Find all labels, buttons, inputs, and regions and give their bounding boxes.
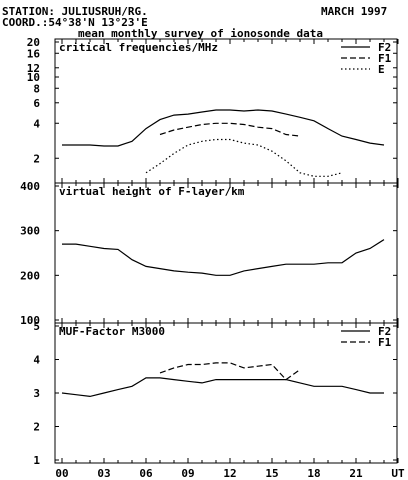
x-tick-label: 21 bbox=[349, 467, 363, 480]
x-tick-label: 09 bbox=[181, 467, 194, 480]
y-tick-label: 4 bbox=[33, 354, 40, 367]
y-tick-label: 16 bbox=[27, 47, 41, 60]
series-line-f2 bbox=[61, 377, 384, 398]
station-label: STATION: JULIUSRUH/RG. bbox=[2, 5, 148, 18]
series-line-f2 bbox=[62, 109, 385, 147]
date-label: MARCH 1997 bbox=[321, 5, 388, 18]
panel-title: critical frequencies/MHz bbox=[59, 41, 218, 54]
x-tick-label: 06 bbox=[139, 467, 153, 480]
panel-frame bbox=[54, 182, 398, 324]
y-tick-label: 2 bbox=[33, 421, 40, 434]
y-tick-label: 200 bbox=[20, 269, 40, 282]
legend-label: F1 bbox=[378, 336, 392, 349]
series-line-height bbox=[62, 239, 385, 276]
y-tick-label: 300 bbox=[20, 225, 40, 238]
survey-subtitle: mean monthly survey of ionosonde data bbox=[78, 27, 324, 40]
y-tick-label: 20 bbox=[27, 36, 40, 49]
y-tick-label: 2 bbox=[33, 152, 40, 165]
series-line-e bbox=[145, 138, 343, 177]
legend-label: F2 bbox=[378, 41, 391, 54]
series-line-f1 bbox=[159, 362, 301, 381]
y-tick-label: 12 bbox=[27, 62, 40, 75]
y-tick-label: 5 bbox=[33, 320, 40, 333]
y-tick-label: 1 bbox=[33, 454, 40, 467]
y-tick-label: 4 bbox=[33, 117, 40, 130]
x-tick-label: UT bbox=[391, 467, 405, 480]
series-line-f1 bbox=[159, 122, 301, 137]
panel-frame bbox=[54, 38, 398, 184]
x-tick-label: 00 bbox=[55, 467, 68, 480]
panel-title: virtual height of F-layer/km bbox=[59, 185, 245, 198]
x-tick-label: 15 bbox=[265, 467, 278, 480]
legend-label: F1 bbox=[378, 52, 392, 65]
legend-label: F2 bbox=[378, 325, 391, 338]
coordinates-label: COORD.:54°38'N 13°23'E bbox=[2, 16, 148, 29]
panel-title: MUF-Factor M3000 bbox=[59, 325, 165, 338]
y-tick-label: 3 bbox=[33, 387, 40, 400]
x-tick-label: 12 bbox=[223, 467, 236, 480]
y-tick-label: 100 bbox=[20, 314, 40, 327]
y-tick-label: 6 bbox=[33, 97, 40, 110]
x-tick-label: 18 bbox=[307, 467, 320, 480]
legend-label: E bbox=[378, 63, 385, 76]
x-tick-label: 03 bbox=[97, 467, 110, 480]
y-tick-label: 8 bbox=[33, 82, 40, 95]
y-tick-label: 400 bbox=[20, 180, 40, 193]
y-tick-label: 10 bbox=[27, 71, 40, 84]
